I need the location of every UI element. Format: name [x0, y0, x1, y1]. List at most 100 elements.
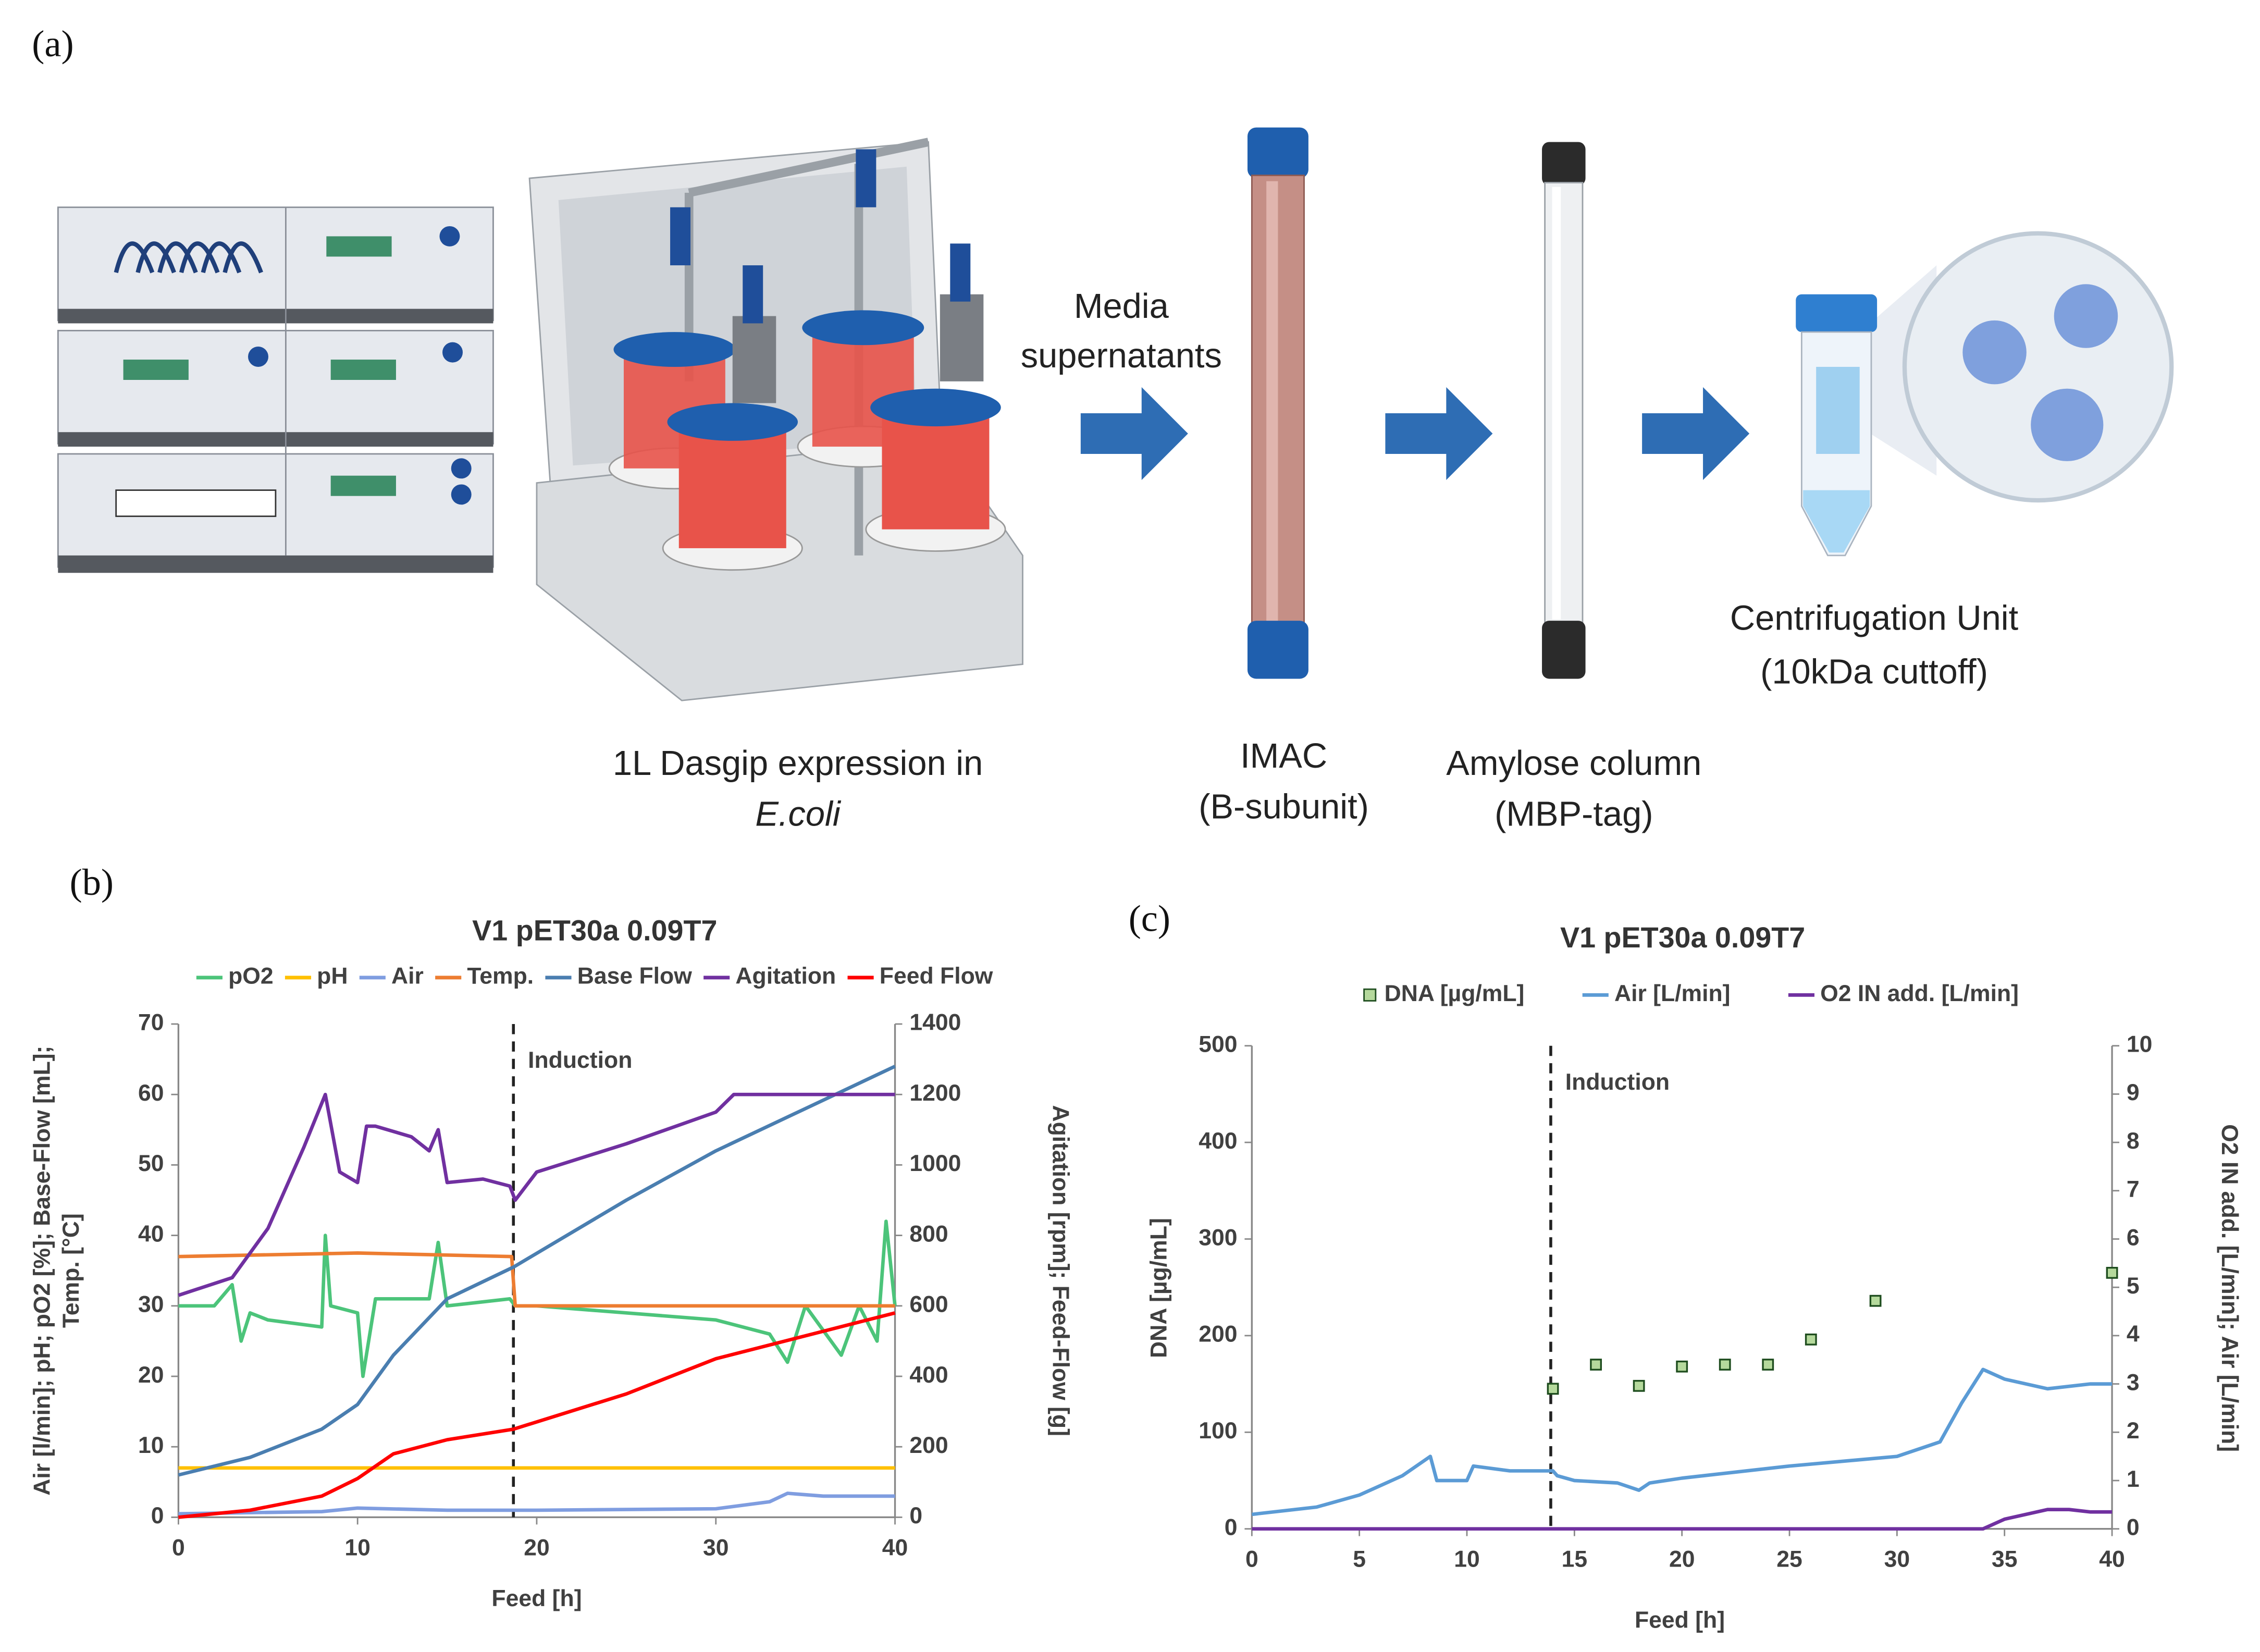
- y-tick-label: 70: [138, 1010, 164, 1035]
- series-line: [1251, 1367, 2113, 1517]
- legend-label: pH: [317, 964, 348, 989]
- y-tick-label: 20: [138, 1362, 164, 1388]
- controller-stack: [115, 489, 277, 517]
- y2-tick-label: 8: [2127, 1128, 2140, 1154]
- y2-tick-label: 4: [2127, 1322, 2140, 1347]
- imac-column: [1247, 127, 1308, 179]
- amylose-column: [1552, 187, 1561, 620]
- amylose-column: [1542, 142, 1586, 679]
- y-tick-label: 30: [138, 1292, 164, 1317]
- imac-column: [1247, 621, 1308, 679]
- panel-a-text: Media supernatants 1L Dasgip expression …: [613, 287, 2019, 833]
- series-line: [1252, 1508, 2113, 1531]
- panel-label: (c): [1129, 898, 1170, 940]
- y2-tick-label: 10: [2127, 1031, 2153, 1057]
- controller-stack: [442, 342, 463, 363]
- induction-label: Induction: [1565, 1069, 1670, 1095]
- x-tick-label: 40: [882, 1535, 908, 1560]
- y-tick-label: 100: [1199, 1418, 1237, 1444]
- controller-stack: [57, 206, 494, 573]
- centrifugation-unit: [1902, 231, 2174, 503]
- bioreactor-station: [528, 138, 1023, 701]
- x-tick-label: 0: [172, 1535, 185, 1560]
- y-tick-label: 300: [1199, 1225, 1237, 1250]
- scatter-point: [1590, 1359, 1602, 1371]
- x-tick-label: 20: [1669, 1547, 1695, 1572]
- bioreactor-station: [940, 294, 984, 381]
- controller-stack: [330, 360, 396, 380]
- bioreactor-station: [688, 138, 930, 198]
- centrifugation-unit: [1816, 366, 1860, 454]
- legend-label: DNA [µg/mL]: [1385, 981, 1525, 1006]
- series-line: [178, 1219, 897, 1378]
- scatter-point: [1869, 1295, 1882, 1307]
- y-tick-label: 500: [1199, 1031, 1237, 1057]
- y2-tick-label: 0: [909, 1503, 922, 1528]
- amylose-column: [1542, 621, 1586, 679]
- induction-label: Induction: [528, 1047, 632, 1073]
- x-tick-label: 30: [1884, 1547, 1910, 1572]
- caption: Centrifugation Unit: [1730, 599, 2019, 638]
- y-tick-label: 60: [138, 1080, 164, 1106]
- centrifugation-unit: [1796, 294, 1878, 332]
- flow-arrow: [1385, 387, 1493, 480]
- panel-label: (b): [70, 861, 114, 903]
- controller-stack: [123, 360, 189, 380]
- controller-stack: [451, 458, 472, 479]
- controller-stack: [57, 206, 494, 322]
- legend-label: Temp.: [467, 964, 534, 989]
- legend-label: Feed Flow: [880, 964, 993, 989]
- x-tick-label: 0: [1245, 1547, 1258, 1572]
- bioreactor-station: [678, 425, 786, 548]
- y-tick-label: 200: [1199, 1322, 1237, 1347]
- bioreactor-station: [856, 149, 876, 207]
- controller-stack: [58, 309, 493, 324]
- caption: IMAC: [1240, 737, 1327, 775]
- scatter-point: [1633, 1379, 1645, 1392]
- y2-tick-label: 3: [2127, 1370, 2140, 1395]
- controller-stack: [248, 346, 268, 367]
- y2-tick-label: 800: [909, 1221, 948, 1247]
- y2-tick-label: 5: [2127, 1273, 2140, 1299]
- y2-tick-label: 1400: [909, 1010, 961, 1035]
- flow-arrow: [1080, 387, 1188, 480]
- legend-label: Base Flow: [577, 964, 693, 989]
- x-tick-label: 30: [703, 1535, 729, 1560]
- centrifugation-unit: [1962, 320, 2027, 385]
- y2-tick-label: 1: [2127, 1466, 2140, 1492]
- y-tick-label: 0: [151, 1503, 164, 1528]
- y2-tick-label: 200: [909, 1433, 948, 1458]
- legend-swatch: [1363, 988, 1377, 1002]
- x-tick-label: 15: [1562, 1547, 1588, 1572]
- flow-arrow: [1080, 387, 1750, 480]
- imac-column: [1247, 127, 1308, 679]
- scatter-point: [1547, 1383, 1559, 1395]
- controller-stack: [57, 329, 494, 445]
- x-axis-title: Feed [h]: [491, 1586, 582, 1611]
- y2-tick-label: 400: [909, 1362, 948, 1388]
- x-tick-label: 20: [524, 1535, 550, 1560]
- caption: E.coli: [755, 795, 841, 834]
- imac-column: [1266, 181, 1278, 624]
- x-tick-label: 35: [1992, 1547, 2018, 1572]
- scatter-point: [1762, 1359, 1774, 1371]
- y-tick-label: 0: [1225, 1514, 1238, 1540]
- y-tick-label: 10: [138, 1433, 164, 1458]
- chart-title: V1 pET30a 0.09T7: [1560, 921, 1805, 954]
- caption: (B-subunit): [1199, 788, 1369, 827]
- legend-label: pO2: [228, 964, 274, 989]
- series-line: [178, 1092, 895, 1297]
- y-tick-label: 50: [138, 1151, 164, 1176]
- y-tick-label: 40: [138, 1221, 164, 1247]
- amylose-column: [1542, 142, 1586, 186]
- panel-label: (a): [32, 23, 73, 65]
- y2-tick-label: 9: [2127, 1080, 2140, 1105]
- controller-stack: [58, 432, 493, 447]
- bioreactor-station: [950, 243, 971, 302]
- y2-tick-label: 6: [2127, 1225, 2140, 1250]
- y2-tick-label: 600: [909, 1292, 948, 1317]
- amylose-column: [1544, 182, 1584, 626]
- caption: Amylose column: [1446, 744, 1701, 783]
- x-tick-label: 40: [2099, 1547, 2125, 1572]
